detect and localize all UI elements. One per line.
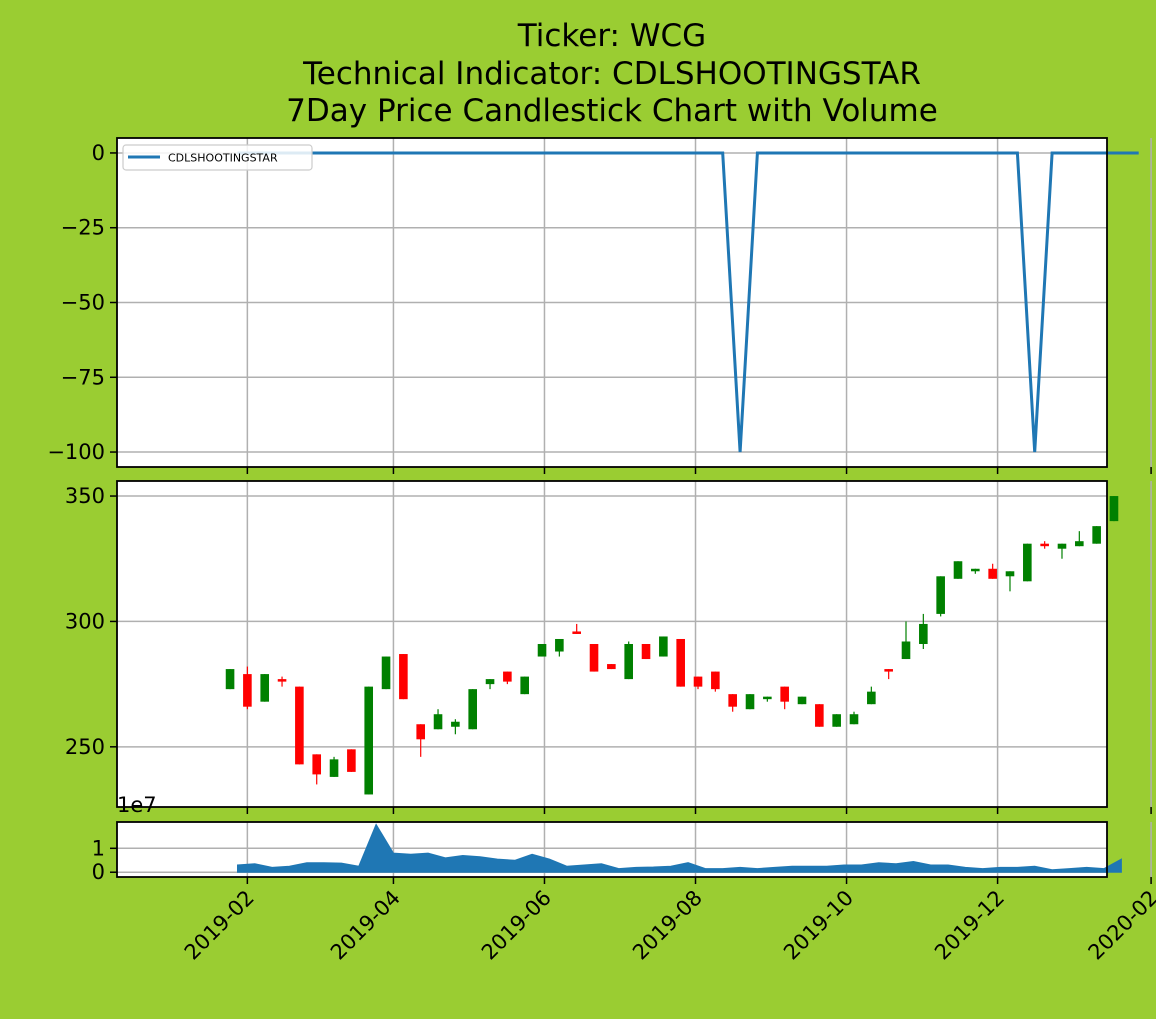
candle [815,704,824,727]
candle-body [694,677,703,687]
candle [468,689,477,729]
indicator-legend: CDLSHOOTINGSTAR [123,145,312,170]
candle-body [312,754,321,774]
candle-body [676,639,685,687]
candle [330,757,339,777]
price-y-tick-label: 250 [65,735,105,759]
candle [936,576,945,616]
candle [382,657,391,690]
candle [399,654,408,699]
candle-body [1058,544,1067,549]
candle [295,687,304,765]
candle-body [902,641,911,659]
legend-label: CDLSHOOTINGSTAR [168,152,278,165]
indicator-y-tick-label: −25 [61,216,105,240]
indicator-y-tick-label: −75 [61,365,105,389]
candle-body [936,576,945,614]
candle-body [226,669,235,689]
candle-body [728,694,737,707]
indicator-y-tick-label: −100 [47,440,105,464]
candle [676,639,685,687]
candle-body [815,704,824,727]
title-line-2: Technical Indicator: CDLSHOOTINGSTAR [302,56,921,92]
candle-body [780,687,789,702]
candle-body [278,679,287,682]
candle-body [555,639,564,652]
candle [624,641,633,679]
candle-body [1110,496,1119,521]
candle [711,672,720,692]
candle-body [243,674,252,707]
volume-scale-label: 1e7 [117,793,157,817]
price-y-tick-label: 350 [65,484,105,508]
candle-body [503,672,512,682]
candle-body [590,644,599,672]
title-line-3: 7Day Price Candlestick Chart with Volume [286,93,938,129]
candle-body [711,672,720,690]
candle-body [1092,526,1101,544]
candle-body [659,636,668,656]
candle [954,561,963,579]
candle-body [347,749,356,772]
candle-body [330,759,339,777]
candle-body [434,714,443,729]
indicator-y-tick-label: −50 [61,291,105,315]
candle-body [399,654,408,699]
candle-body [295,687,304,765]
candle-body [884,669,893,672]
candle [659,636,668,656]
candle-body [642,644,651,659]
candle-body [1023,544,1032,582]
candle [1110,496,1119,521]
candle-body [1075,541,1084,546]
title-line-1: Ticker: WCG [517,18,706,54]
price-panel: 250 300 350 [65,481,1151,814]
candle [520,677,529,695]
candle-body [451,722,460,727]
candle [798,697,807,705]
candle [347,749,356,772]
price-y-tick-label: 300 [65,609,105,633]
candle-body [364,687,373,795]
candle-body [763,697,772,700]
candle [1092,526,1101,544]
indicator-y-tick-label: 0 [92,141,105,165]
candle [642,644,651,659]
price-plot-area [117,481,1107,807]
candle-body [832,714,841,727]
candle-body [867,692,876,705]
candle-body [416,724,425,739]
candle-body [382,657,391,690]
indicator-panel: 0 −25 −50 −75 −100 CDLSHOOTINGSTAR [47,138,1151,474]
candle-body [971,569,980,572]
candle-body [607,664,616,669]
candle-body [486,679,495,684]
candle [260,674,269,702]
candle-body [260,674,269,702]
candle-body [1040,544,1049,547]
candle-body [520,677,529,695]
candle [607,664,616,669]
candle [226,669,235,689]
candle-body [850,714,859,724]
candle-body [538,644,547,657]
candle-body [468,689,477,729]
candle-body [954,561,963,579]
volume-y-tick-label: 1 [92,836,105,860]
candle-body [988,569,997,579]
candle-body [919,624,928,644]
candle [538,644,547,657]
candle [746,694,755,709]
candle-body [624,644,633,679]
volume-y-tick-label: 0 [92,860,105,884]
candle-body [572,631,581,634]
candle [832,714,841,727]
candle [590,644,599,672]
candle-body [746,694,755,709]
candle [364,687,373,795]
candle-body [1006,571,1015,576]
candle [1023,544,1032,582]
candle-body [798,697,807,705]
